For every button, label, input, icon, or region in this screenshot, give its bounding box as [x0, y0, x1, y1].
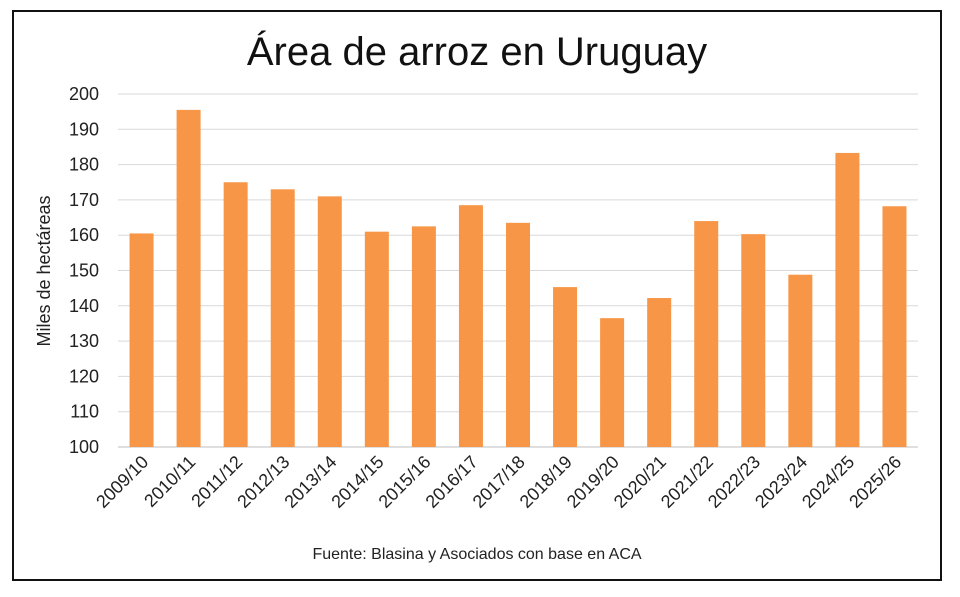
bar-2018-19	[553, 287, 578, 447]
bar-2023-24	[788, 274, 813, 447]
bar-2017-18	[506, 222, 530, 447]
bar-2016-17	[458, 205, 483, 447]
y-tick-labels: 100 110 120 130 140 150 160 170 180 190 200	[69, 84, 99, 457]
y-tick-label: 170	[69, 190, 99, 210]
bar-2011-12	[223, 182, 248, 447]
y-tick-label: 200	[69, 84, 99, 104]
y-tick-label: 130	[69, 331, 99, 351]
x-tick-label: 2010/11	[140, 452, 199, 511]
bars	[129, 109, 907, 448]
bar-2009-10	[129, 233, 154, 447]
x-tick-labels: 2009/102010/112011/122012/132013/142014/…	[92, 452, 905, 512]
y-tick-label: 140	[69, 296, 99, 316]
y-tick-label: 120	[69, 366, 99, 386]
bar-2014-15	[364, 231, 389, 447]
bar-2021-22	[694, 221, 719, 447]
bar-2020-21	[647, 298, 672, 447]
y-tick-label: 180	[69, 155, 99, 175]
bar-2025-26	[882, 206, 907, 447]
x-tick-label: 2025/26	[845, 452, 905, 512]
x-tick-label: 2009/10	[92, 452, 152, 512]
bar-2019-20	[600, 318, 625, 447]
chart-title: Área de arroz en Uruguay	[246, 30, 708, 74]
bar-2015-16	[411, 226, 436, 447]
y-tick-label: 150	[69, 261, 99, 281]
bar-2010-11	[176, 109, 201, 447]
y-tick-label: 110	[70, 402, 99, 422]
bar-2012-13	[270, 189, 295, 447]
chart-source: Fuente: Blasina y Asociados con base en …	[312, 546, 642, 563]
y-tick-label: 100	[69, 437, 99, 457]
y-axis-label: Miles de hectáreas	[34, 195, 54, 346]
bar-2013-14	[317, 196, 342, 447]
bar-2024-25	[835, 152, 860, 448]
y-tick-label: 190	[69, 119, 99, 139]
y-tick-label: 160	[69, 225, 99, 245]
bar-2022-23	[741, 234, 766, 447]
